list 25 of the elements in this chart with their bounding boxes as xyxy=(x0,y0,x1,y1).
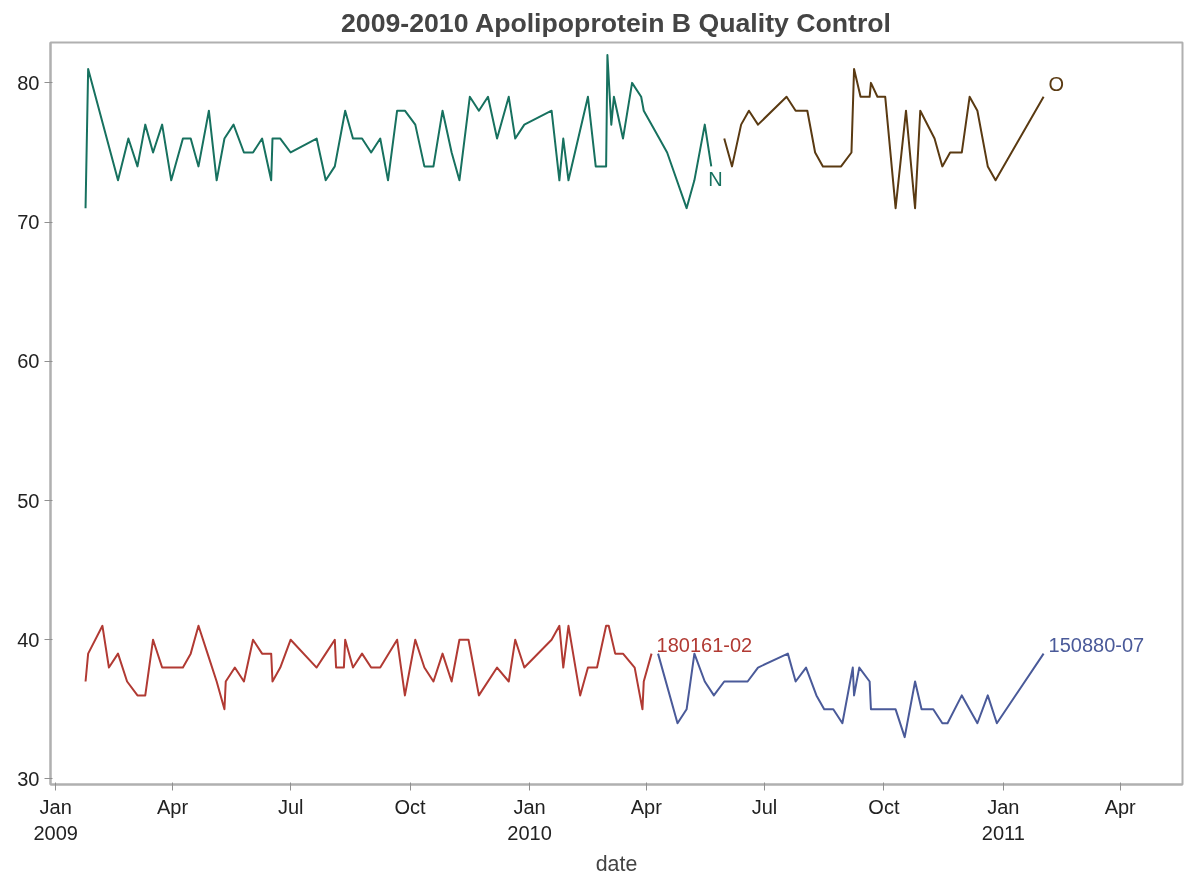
series-label: N xyxy=(708,168,723,191)
line-series xyxy=(657,652,1045,739)
x-tick-label: Apr xyxy=(1104,795,1137,818)
x-tick-label: Apr xyxy=(630,795,663,818)
x-tick-label: Jan 2010 xyxy=(507,795,552,844)
x-tick-label: Jul xyxy=(751,795,778,818)
series-label: O xyxy=(1048,72,1065,95)
x-tick-label: Jan 2009 xyxy=(33,795,78,844)
y-tick-label: 70 xyxy=(17,211,40,234)
y-tick-label: 30 xyxy=(17,767,40,790)
x-tick-label: Oct xyxy=(868,795,900,818)
x-tick-label: Apr xyxy=(156,795,189,818)
series-label: 180161-02 xyxy=(656,633,753,656)
y-tick-label: 80 xyxy=(17,71,40,94)
line-series xyxy=(723,67,1045,210)
x-tick-label: Jul xyxy=(277,795,304,818)
series-label: 150880-07 xyxy=(1048,633,1145,656)
y-tick-label: 40 xyxy=(17,628,40,651)
line-series xyxy=(84,624,653,711)
x-tick-label: Oct xyxy=(394,795,427,818)
x-axis-title: date xyxy=(595,851,638,876)
x-tick-label: Jan 2011 xyxy=(981,795,1025,844)
chart-title: 2009-2010 Apolipoprotein B Quality Control xyxy=(341,7,892,38)
y-tick-label: 60 xyxy=(17,350,40,373)
y-tick-label: 50 xyxy=(17,489,40,512)
